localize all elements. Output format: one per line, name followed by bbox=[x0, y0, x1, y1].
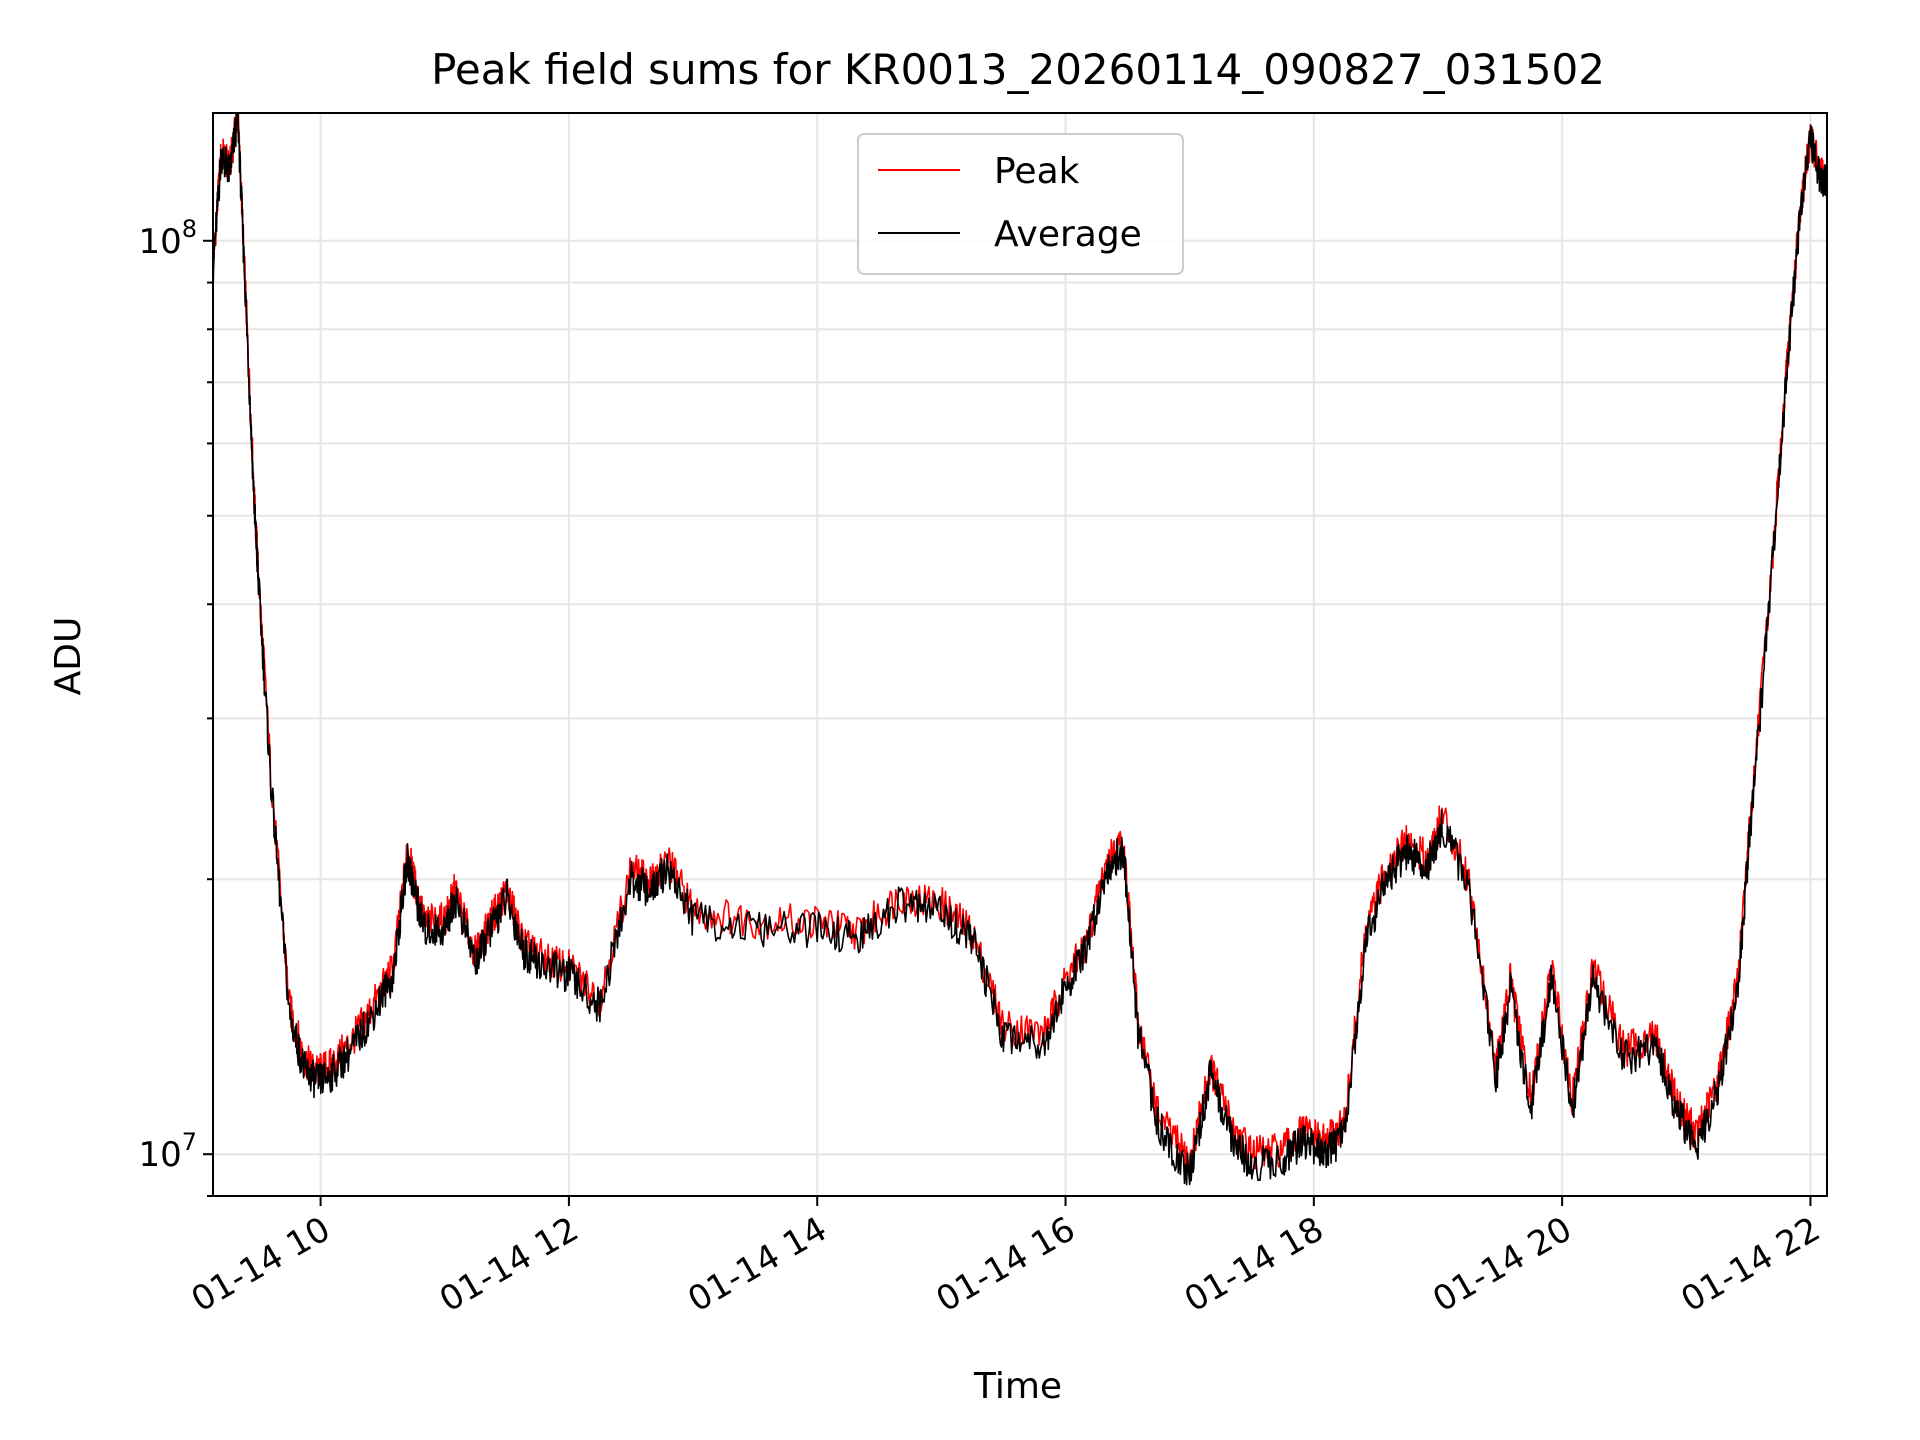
x-axis-label: Time bbox=[973, 1366, 1062, 1407]
y-tick-base: 10 bbox=[138, 1135, 181, 1175]
series-line-average bbox=[212, 112, 1828, 1186]
legend-label-peak: Peak bbox=[994, 151, 1080, 192]
y-tick-label: 107 bbox=[138, 1128, 197, 1175]
legend: Peak Average bbox=[857, 133, 1184, 275]
y-axis-label: ADU bbox=[48, 617, 89, 696]
plot-frame bbox=[212, 112, 1828, 1197]
y-tick-base: 10 bbox=[138, 222, 181, 262]
series-layer bbox=[212, 112, 1828, 1186]
chart-title: Peak field sums for KR0013_20260114_0908… bbox=[431, 45, 1605, 94]
y-tick-label: 108 bbox=[138, 215, 197, 262]
y-tick-exponent: 8 bbox=[182, 215, 197, 243]
series-line-peak bbox=[212, 112, 1828, 1175]
legend-label-average: Average bbox=[994, 214, 1142, 255]
y-tick-exponent: 7 bbox=[182, 1128, 197, 1156]
